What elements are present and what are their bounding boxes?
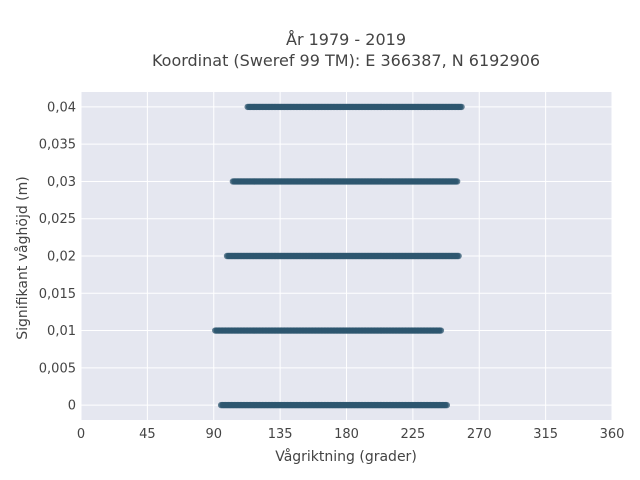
x-axis-title: Vågriktning (grader) bbox=[275, 448, 417, 465]
x-tick-label: 90 bbox=[205, 427, 222, 442]
data-point bbox=[437, 327, 445, 334]
y-tick-label: 0,035 bbox=[39, 138, 76, 153]
y-tick-label: 0,02 bbox=[47, 250, 76, 265]
x-tick-labels: 0 45 90 135 180 225 270 315 360 bbox=[77, 427, 625, 442]
data-point bbox=[455, 252, 462, 260]
x-tick-label: 225 bbox=[400, 427, 425, 442]
y-tick-label: 0,03 bbox=[47, 175, 76, 190]
data-points bbox=[212, 103, 465, 409]
x-tick-label: 270 bbox=[467, 427, 492, 442]
y-axis-title: Signifikant våghöjd (m) bbox=[14, 176, 31, 339]
data-point bbox=[443, 401, 450, 409]
y-tick-label: 0,01 bbox=[47, 324, 76, 339]
y-tick-label: 0,025 bbox=[39, 212, 76, 227]
y-tick-label: 0,04 bbox=[47, 100, 76, 115]
y-tick-label: 0 bbox=[68, 399, 76, 414]
x-tick-label: 315 bbox=[533, 427, 558, 442]
data-point bbox=[453, 178, 461, 185]
x-tick-label: 180 bbox=[334, 427, 359, 442]
x-tick-label: 0 bbox=[77, 427, 85, 442]
y-tick-labels: 0 0,005 0,01 0,015 0,02 0,025 0,03 0,035 0,04 bbox=[39, 100, 76, 413]
y-tick-label: 0,015 bbox=[39, 287, 76, 302]
x-tick-label: 45 bbox=[139, 427, 156, 442]
x-tick-label: 135 bbox=[268, 427, 293, 442]
data-point bbox=[458, 103, 465, 111]
y-tick-label: 0,005 bbox=[39, 361, 76, 376]
chart-title-line-1: År 1979 - 2019 bbox=[286, 30, 406, 49]
chart-title-line-2: Koordinat (Sweref 99 TM): E 366387, N 61… bbox=[152, 51, 540, 70]
x-tick-label: 360 bbox=[600, 427, 625, 442]
